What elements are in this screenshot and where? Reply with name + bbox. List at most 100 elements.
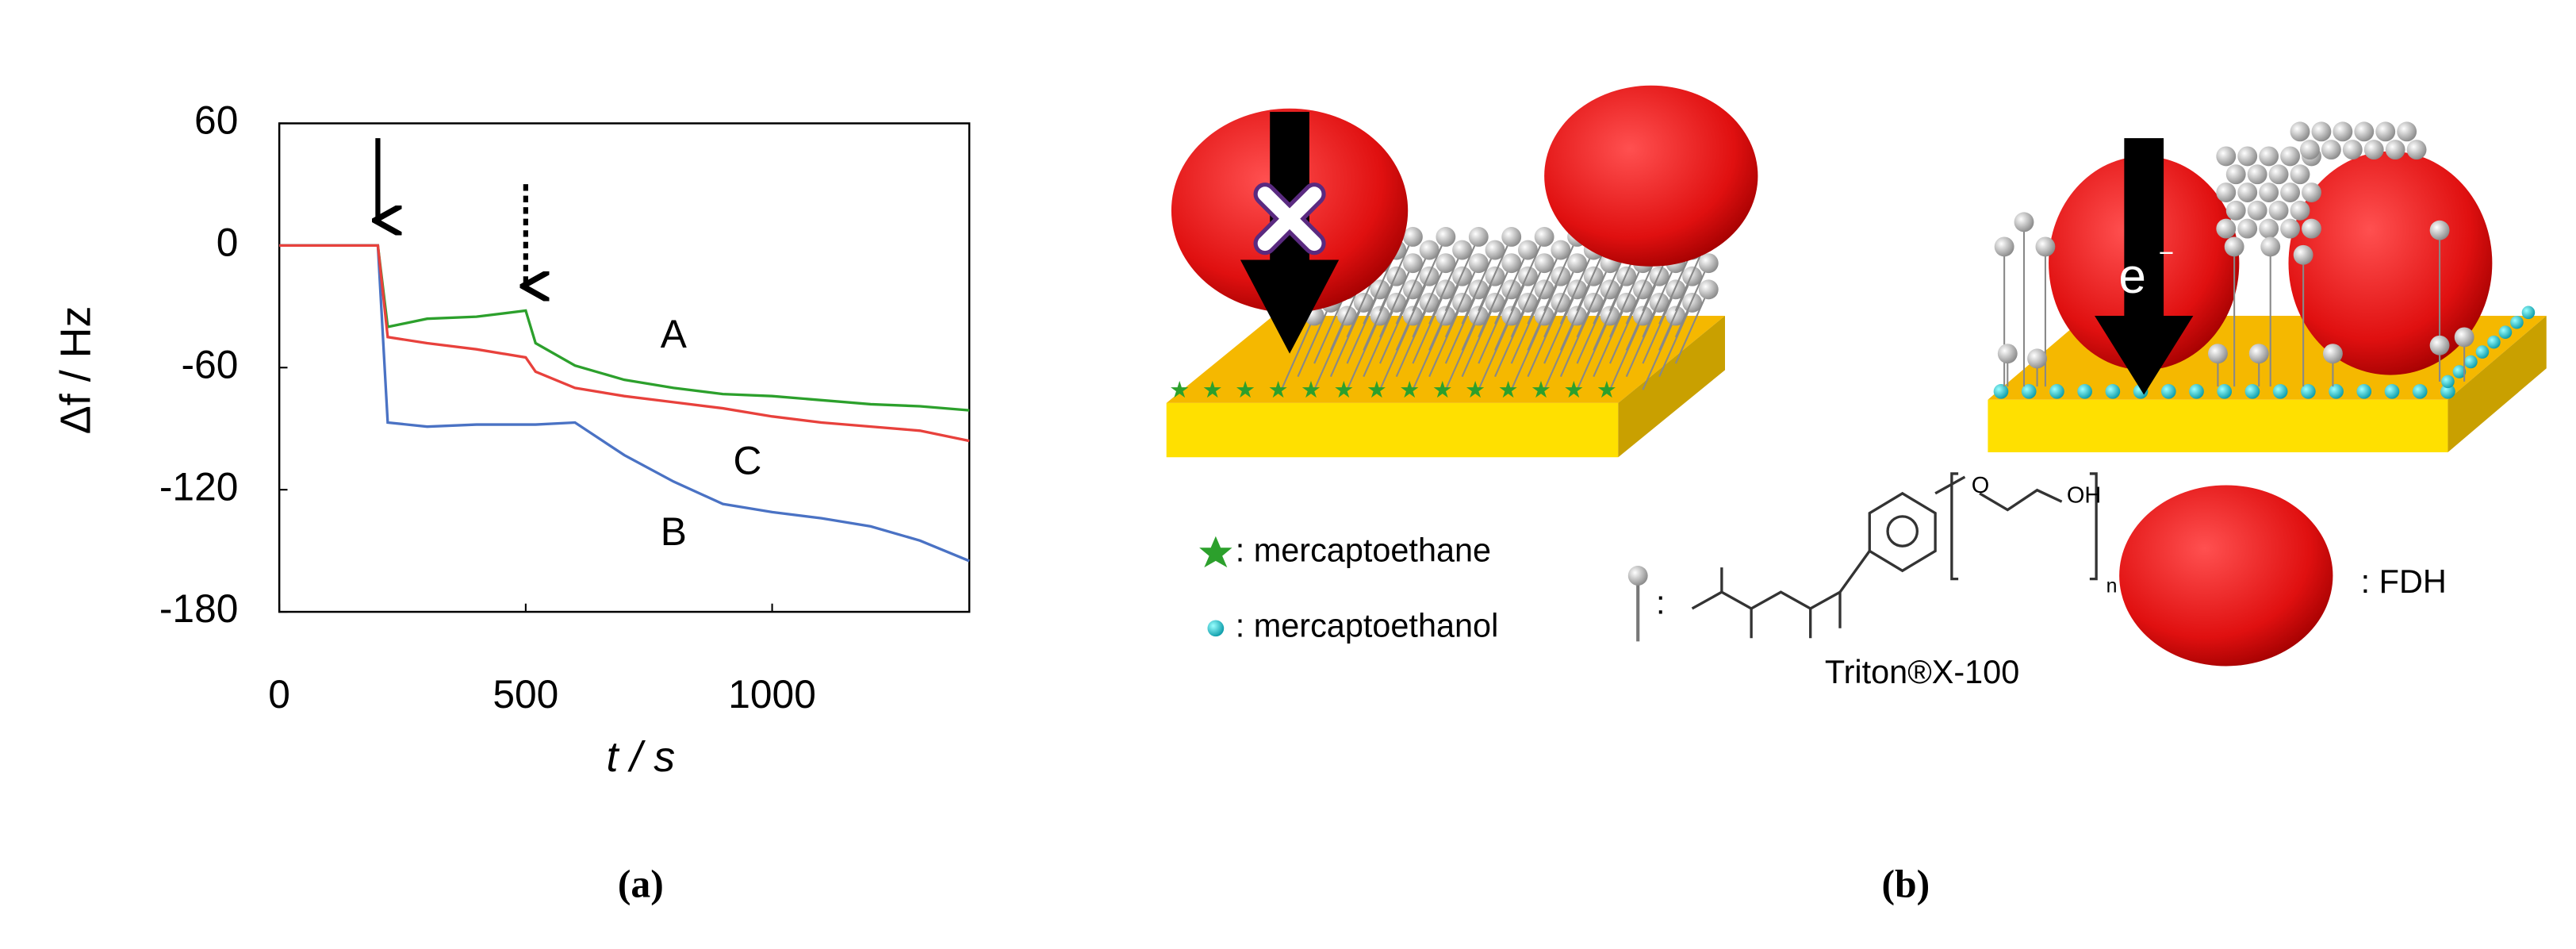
stalk	[1658, 249, 1693, 325]
dot	[2464, 355, 2478, 369]
atom-label: OH	[2067, 483, 2101, 509]
stalk	[1674, 289, 1710, 364]
stalk	[1444, 315, 1480, 390]
stalk	[1642, 289, 1677, 364]
star: ★	[1597, 378, 1617, 403]
sphere	[1436, 253, 1456, 274]
legend-text: : mercaptoethane	[1236, 531, 1491, 568]
sphere	[2014, 212, 2034, 232]
sphere	[2280, 218, 2300, 239]
star: ★	[1432, 378, 1453, 403]
sphere	[2248, 344, 2269, 364]
sphere	[1419, 266, 1439, 286]
stalk	[1510, 315, 1546, 390]
dot	[2217, 383, 2233, 399]
sphere	[2342, 140, 2363, 160]
sphere	[2375, 121, 2396, 142]
dot	[2452, 365, 2467, 378]
stalk	[1428, 275, 1463, 351]
sphere	[2429, 220, 2450, 240]
stalk	[1527, 302, 1562, 378]
electron-charge: −	[2159, 239, 2174, 268]
dot	[2105, 383, 2121, 399]
sphere	[1403, 279, 1423, 300]
dot	[2049, 383, 2064, 399]
dot	[2510, 315, 2524, 329]
sphere	[1436, 305, 1456, 326]
stalk	[1428, 302, 1463, 378]
sphere	[1501, 253, 1522, 274]
sphere	[1518, 292, 1538, 313]
dot	[2329, 383, 2344, 399]
stalk	[1543, 315, 1578, 390]
series-label: B	[661, 509, 687, 554]
sphere	[1501, 227, 1522, 247]
stalk	[1510, 236, 1546, 312]
stalk	[1444, 236, 1480, 312]
series-line	[279, 244, 970, 443]
dot	[2077, 383, 2092, 399]
dot	[1993, 383, 2009, 399]
stalk	[1428, 249, 1463, 325]
series-line	[279, 244, 970, 563]
sphere	[2280, 182, 2300, 202]
electron-label: e	[2118, 249, 2146, 304]
sphere	[1682, 266, 1702, 286]
stalk	[1593, 302, 1627, 378]
series-label: A	[661, 312, 688, 356]
stalk	[1313, 315, 1348, 390]
surfactant-cluster	[1994, 121, 2474, 387]
stalk	[1461, 275, 1496, 351]
dot	[2475, 345, 2490, 359]
stalk	[1642, 263, 1677, 338]
stalk	[1412, 315, 1447, 390]
sphere	[2406, 140, 2427, 160]
sphere	[2268, 200, 2289, 221]
sphere	[2216, 182, 2237, 202]
star: ★	[1202, 378, 1223, 403]
monolayer	[1993, 305, 2536, 399]
sphere	[1370, 279, 1390, 300]
stalk	[1642, 315, 1677, 390]
sphere	[2225, 164, 2246, 185]
stalk	[1478, 315, 1512, 390]
stalk	[1527, 275, 1562, 351]
sphere	[1485, 240, 1505, 260]
star: ★	[1399, 378, 1420, 403]
y-tick-label: 60	[194, 98, 238, 143]
sphere	[2302, 218, 2321, 239]
stalk	[1478, 236, 1512, 312]
sphere	[2429, 335, 2450, 355]
dot	[2272, 383, 2288, 399]
stalk	[1494, 302, 1529, 378]
x-tick-label: 0	[268, 672, 290, 717]
sphere	[1994, 236, 2014, 257]
sphere	[2290, 164, 2310, 185]
sphere	[1468, 279, 1489, 300]
sphere	[2302, 182, 2321, 202]
star: ★	[1563, 378, 1584, 403]
stalk	[1395, 302, 1431, 378]
sphere	[2237, 146, 2258, 167]
sphere	[2311, 121, 2332, 142]
sphere	[1698, 279, 1719, 300]
star: ★	[1169, 378, 1190, 403]
star-icon	[1199, 536, 1232, 568]
sphere	[1583, 292, 1604, 313]
stalk	[1297, 302, 1332, 378]
sphere	[2323, 344, 2343, 364]
sphere	[1666, 279, 1686, 300]
stalk	[1658, 275, 1693, 351]
sphere	[2280, 146, 2300, 167]
compound-name: Triton®X-100	[1825, 653, 2019, 690]
stalk	[1543, 263, 1578, 338]
sphere	[2454, 327, 2474, 348]
sphere	[2237, 218, 2258, 239]
stalk	[1609, 289, 1644, 364]
y-tick-label: -120	[159, 464, 238, 509]
stalk	[1346, 289, 1381, 364]
stalk	[1412, 289, 1447, 364]
stalk	[1363, 302, 1397, 378]
enzyme	[1544, 85, 1758, 267]
sphere	[1551, 240, 1571, 260]
